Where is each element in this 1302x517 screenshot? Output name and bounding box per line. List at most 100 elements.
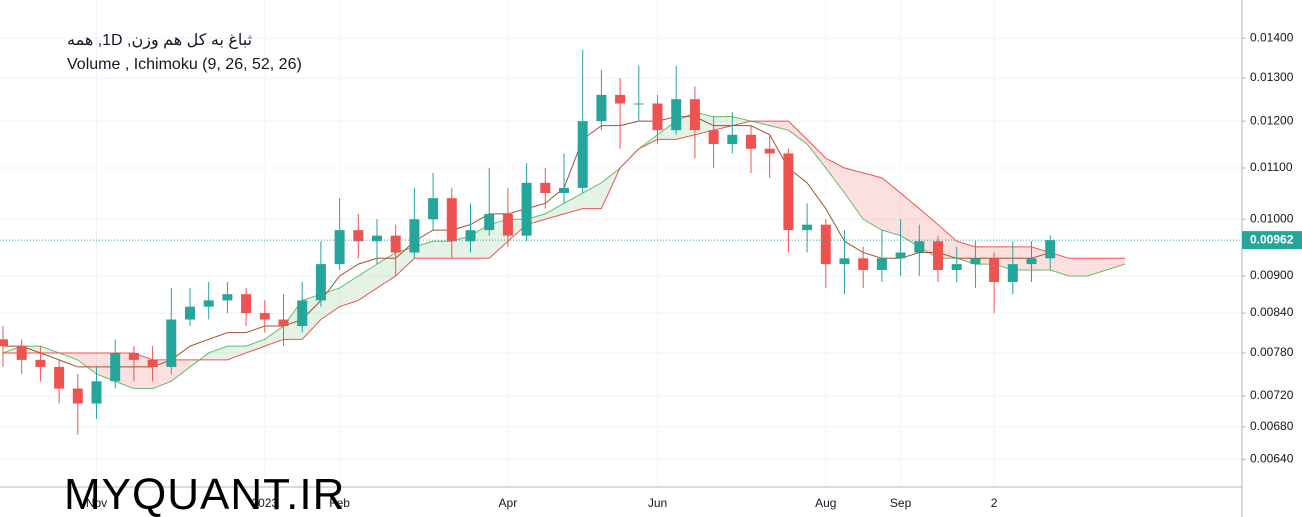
cloud-segment bbox=[77, 352, 97, 375]
x-tick-label: 2 bbox=[991, 496, 998, 510]
leading-span-b bbox=[3, 120, 1125, 361]
candle-body bbox=[746, 134, 756, 149]
candle-body bbox=[914, 241, 925, 253]
cloud-segment bbox=[844, 167, 864, 220]
y-tick-label: 0.01400 bbox=[1250, 30, 1294, 44]
candle-body bbox=[933, 241, 943, 271]
last-price-label: 0.00962 bbox=[1250, 232, 1294, 246]
candle-body bbox=[35, 359, 46, 367]
cloud-segment bbox=[863, 172, 882, 231]
candle-body bbox=[783, 153, 794, 231]
y-tick-label: 0.01100 bbox=[1250, 160, 1293, 174]
watermark: MYQUANT.IR bbox=[64, 470, 346, 517]
x-tick-label: Feb bbox=[329, 496, 350, 510]
candle-body bbox=[222, 294, 233, 301]
candle-body bbox=[297, 300, 308, 327]
candle-body bbox=[409, 219, 420, 253]
candle-body bbox=[1026, 258, 1037, 265]
candle-body bbox=[315, 264, 326, 301]
x-tick-label: Jun bbox=[648, 496, 667, 510]
y-tick-label: 0.00900 bbox=[1250, 268, 1294, 282]
candle-body bbox=[577, 121, 588, 188]
candle-body bbox=[110, 352, 121, 382]
cloud-segment bbox=[545, 203, 564, 220]
y-tick-label: 0.00680 bbox=[1250, 419, 1294, 433]
candle-body bbox=[727, 134, 738, 145]
candle-body bbox=[596, 94, 607, 122]
x-tick-label: Sep bbox=[890, 496, 912, 510]
candle-body bbox=[465, 230, 476, 242]
cloud-segment bbox=[881, 177, 901, 236]
candle-body bbox=[0, 339, 8, 347]
candle-body bbox=[1045, 240, 1056, 259]
candle-body bbox=[951, 264, 962, 271]
y-tick-label: 0.01000 bbox=[1250, 211, 1294, 225]
candle-body bbox=[970, 258, 981, 265]
cloud-segment bbox=[433, 241, 452, 259]
candle-body bbox=[540, 182, 551, 194]
y-tick-label: 0.00840 bbox=[1250, 305, 1294, 319]
candle-body bbox=[353, 230, 364, 242]
y-tick-label: 0.01200 bbox=[1250, 113, 1294, 127]
y-tick-label: 0.00780 bbox=[1250, 345, 1294, 359]
candle-body bbox=[446, 198, 457, 242]
last-price-box bbox=[1242, 231, 1302, 250]
candle-body bbox=[390, 235, 401, 253]
cloud-segment bbox=[1050, 252, 1069, 276]
candle-body bbox=[372, 235, 382, 242]
candle-body bbox=[16, 346, 27, 360]
cloud-segment bbox=[1068, 258, 1088, 276]
candle-body bbox=[708, 130, 719, 145]
x-tick-label: Apr bbox=[499, 496, 518, 510]
cloud-segment bbox=[564, 193, 583, 214]
cloud-segment bbox=[732, 116, 751, 126]
x-tick-label: 2023 bbox=[251, 496, 278, 510]
cloud-segment bbox=[451, 235, 471, 259]
candle-body bbox=[858, 258, 869, 271]
y-tick-label: 0.00640 bbox=[1250, 452, 1294, 466]
candle-body bbox=[633, 103, 644, 105]
candle-body bbox=[652, 103, 663, 131]
y-tick-label: 0.00720 bbox=[1250, 388, 1294, 402]
cloud-segment bbox=[1106, 258, 1125, 271]
cloud-segment bbox=[152, 359, 172, 389]
candle-body bbox=[839, 258, 850, 265]
candle-body bbox=[54, 366, 65, 389]
candle-body bbox=[91, 381, 102, 404]
candle-body bbox=[185, 306, 195, 320]
cloud-segment bbox=[713, 116, 733, 131]
candle-body bbox=[689, 99, 700, 131]
candle-body bbox=[671, 99, 682, 131]
cloud-segment bbox=[582, 182, 602, 209]
cloud-segment bbox=[788, 121, 808, 145]
cloud-segment bbox=[1087, 258, 1107, 276]
candle-body bbox=[128, 352, 139, 360]
candle-body bbox=[334, 230, 345, 265]
candle-body bbox=[241, 294, 252, 314]
candle-body bbox=[802, 224, 813, 231]
candle-body bbox=[166, 319, 177, 367]
candle-body bbox=[484, 213, 495, 231]
candle-body bbox=[764, 148, 775, 154]
candle-body bbox=[559, 187, 569, 194]
cloud-segment bbox=[900, 193, 920, 247]
candle-body bbox=[147, 359, 158, 367]
cloud-segment bbox=[227, 346, 247, 360]
cloud-segment bbox=[825, 158, 845, 194]
chart-title: ثباغ به کل هم وزن, 1D, همه bbox=[67, 32, 253, 49]
candle-body bbox=[1007, 264, 1018, 282]
candle-body bbox=[259, 313, 270, 320]
y-tick-label: 0.01300 bbox=[1250, 70, 1294, 84]
candle-body bbox=[895, 252, 906, 259]
candle-body bbox=[502, 213, 513, 236]
chart-subtitle: Volume , Ichimoku (9, 26, 52, 26) bbox=[67, 56, 302, 73]
candle-body bbox=[615, 94, 626, 104]
cloud-segment bbox=[769, 121, 789, 131]
x-tick-label: Aug bbox=[815, 496, 836, 510]
cloud-segment bbox=[339, 275, 359, 307]
candle-body bbox=[278, 319, 289, 327]
candle-body bbox=[521, 182, 532, 236]
candle-body bbox=[876, 258, 887, 271]
